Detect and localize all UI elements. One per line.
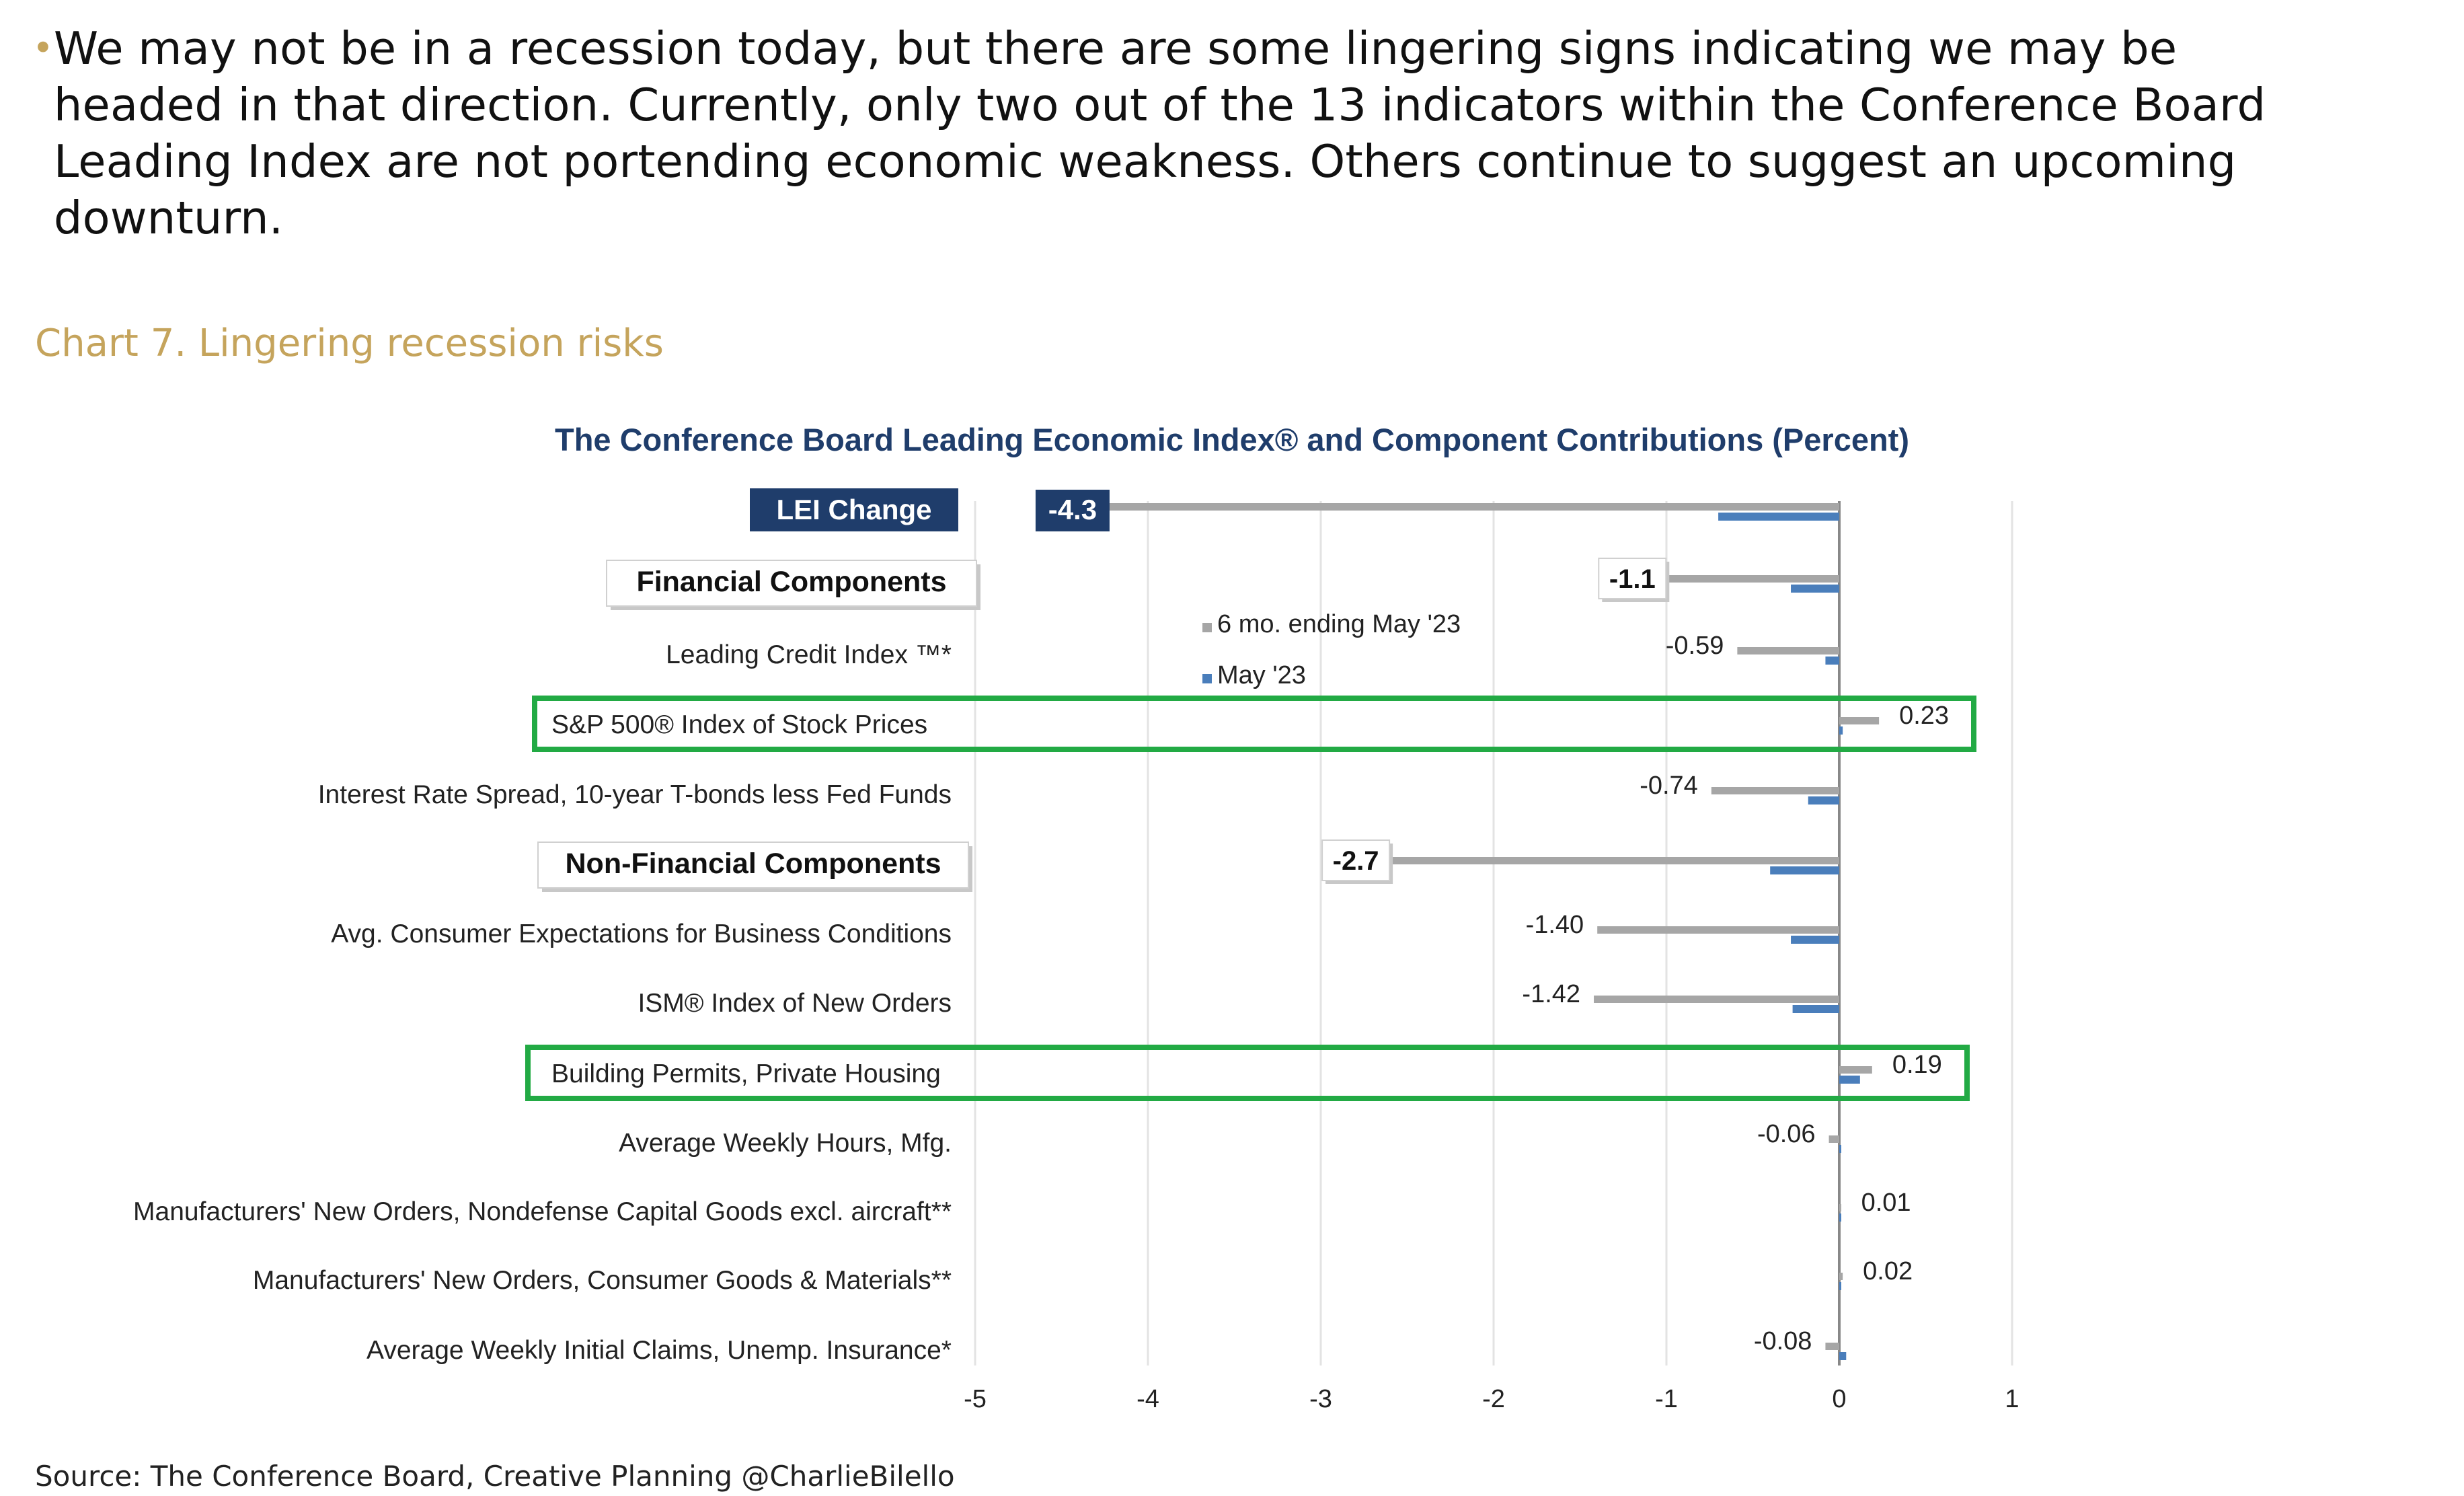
value-label-box [1598,558,1667,599]
value-label: -2.7 [1333,846,1379,876]
x-tick-label: -1 [1655,1385,1678,1413]
bullet-dot-icon: • [32,27,54,69]
row-label: Building Permits, Private Housing [551,1059,941,1088]
bar-6mo [1839,1066,1872,1074]
source-note: Source: The Conference Board, Creative P… [35,1460,955,1493]
bar-6mo [1839,717,1880,724]
row-label: Financial Components [636,566,946,598]
lei-component-chart: The Conference Board Leading Economic In… [133,422,2019,1413]
bar-may [1808,796,1839,805]
bar-6mo [1839,1273,1843,1280]
value-label: -1.1 [1609,564,1656,594]
row-label: Average Weekly Initial Claims, Unemp. In… [367,1336,952,1365]
row-label: LEI Change [776,494,931,525]
value-label: 0.23 [1899,702,1949,730]
row-label: Manufacturers' New Orders, Consumer Good… [253,1266,952,1295]
highlight-box [525,1045,1970,1101]
bar-may [1839,1213,1841,1222]
row-label: Average Weekly Hours, Mfg. [619,1129,952,1158]
row-label: S&P 500® Index of Stock Prices [551,710,927,739]
value-label: 0.19 [1892,1051,1942,1079]
bar-may [1839,1076,1860,1084]
bar-may [1791,936,1839,944]
value-label: -4.3 [1048,494,1097,525]
bullet-paragraph: • We may not be in a recession today, bu… [27,20,2327,246]
legend-label: 6 mo. ending May '23 [1217,610,1461,638]
value-label: -0.74 [1640,772,1698,800]
row-label: Interest Rate Spread, 10-year T-bonds le… [318,780,952,809]
bar-may [1839,726,1843,735]
bar-6mo [1737,647,1839,654]
value-label: -0.06 [1757,1120,1816,1148]
row-label: Avg. Consumer Expectations for Business … [331,920,952,948]
highlight-box [532,696,1976,752]
row-label: Leading Credit Index ™* [666,640,952,669]
value-label-box [1035,490,1110,531]
bar-6mo [1828,1135,1839,1143]
group-label-box [606,560,977,607]
legend-label: May '23 [1217,661,1306,689]
value-label: -0.08 [1754,1327,1812,1355]
row-label: Manufacturers' New Orders, Nondefense Ca… [133,1197,952,1226]
lei-label-box [750,488,958,531]
group-label-box [537,842,969,889]
chart-caption: Chart 7. Lingering recession risks [35,322,664,365]
bar-6mo [1649,575,1839,583]
value-label: 0.01 [1861,1189,1911,1217]
bar-may [1839,1352,1847,1360]
bar-6mo [1825,1343,1839,1350]
bar-may [1792,1005,1839,1013]
row-label: Non-Financial Components [566,848,941,880]
bar-6mo [1711,787,1839,794]
value-label: -1.40 [1526,911,1584,939]
bar-6mo [1839,1204,1841,1211]
value-label: -1.42 [1522,980,1580,1008]
legend-swatch [1202,674,1212,683]
legend-swatch [1202,623,1212,632]
x-tick-label: 1 [2005,1385,2019,1413]
value-label: -0.59 [1666,632,1724,660]
value-label-box [1321,839,1391,881]
bar-6mo [1095,503,1839,511]
bar-6mo [1373,857,1839,864]
bar-6mo [1597,926,1839,934]
x-tick-label: -4 [1137,1385,1159,1413]
value-label: 0.02 [1863,1257,1913,1285]
bar-6mo [1594,996,1839,1003]
bar-may [1791,585,1839,593]
bar-may [1825,657,1839,665]
chart-title: The Conference Board Leading Economic In… [555,422,1909,457]
x-tick-label: -3 [1309,1385,1332,1413]
bar-may [1770,866,1839,874]
x-tick-label: -5 [964,1385,987,1413]
x-tick-label: 0 [1832,1385,1846,1413]
x-tick-label: -2 [1482,1385,1505,1413]
bullet-text: We may not be in a recession today, but … [53,22,2266,244]
bar-may [1839,1282,1841,1290]
row-label: ISM® Index of New Orders [638,989,952,1018]
bar-may [1839,1145,1841,1153]
bar-may [1718,513,1839,521]
